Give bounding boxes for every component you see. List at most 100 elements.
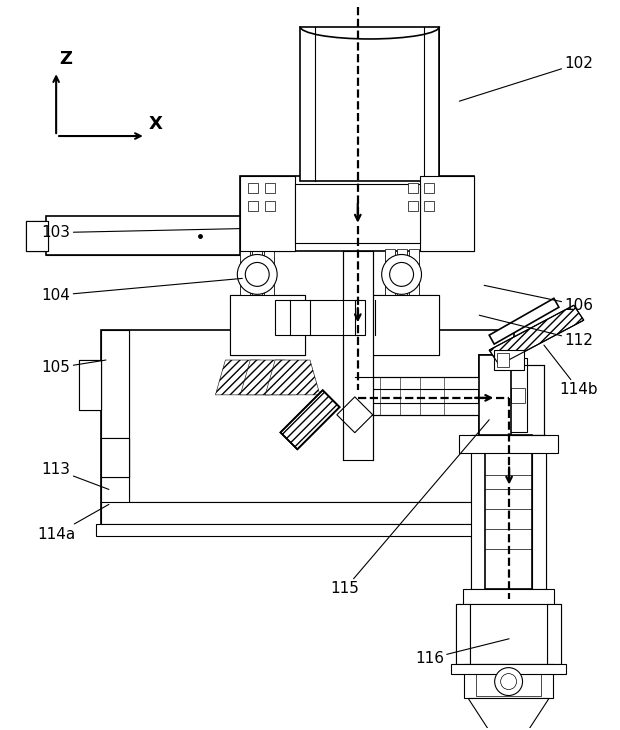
Text: 103: 103 [42,225,241,240]
Bar [355,377,483,389]
Bar [26,220,48,250]
Text: 105: 105 [42,360,106,375]
Bar [79,360,101,410]
Bar [532,434,546,589]
Bar [79,360,101,410]
Bar [420,176,474,250]
Bar [101,502,514,524]
Bar [409,248,419,300]
Bar [494,350,524,370]
Bar [509,365,544,434]
Bar [471,434,485,589]
Polygon shape [489,305,584,365]
Bar [420,176,474,250]
Bar [384,248,394,300]
Bar [275,300,365,335]
Text: 115: 115 [330,420,489,596]
Bar [407,201,417,211]
Bar [300,26,440,181]
Bar [509,358,527,431]
Bar [264,248,274,300]
Bar [295,184,420,242]
Circle shape [495,668,523,696]
Polygon shape [265,360,320,395]
Bar [241,176,474,250]
Bar [547,604,561,664]
Bar [101,438,129,477]
Bar [407,182,417,193]
Bar [397,248,407,300]
Bar [456,604,471,664]
Bar [479,355,511,434]
Bar [101,330,129,524]
Bar [532,434,546,589]
Bar [241,176,295,250]
Bar [355,403,483,415]
Text: 104: 104 [42,278,242,303]
Bar [464,664,553,699]
Bar [264,248,274,300]
Bar [511,388,525,403]
Bar [252,248,262,300]
Polygon shape [280,391,340,450]
Bar [476,666,541,696]
Text: 102: 102 [459,56,593,101]
Bar [231,296,305,355]
Polygon shape [489,299,559,344]
Bar [252,248,262,300]
Bar [248,182,259,193]
Circle shape [246,263,269,286]
Text: 114b: 114b [544,345,598,397]
Bar [241,248,250,300]
Circle shape [389,263,414,286]
Circle shape [500,674,516,690]
Text: 113: 113 [42,462,109,489]
Bar [397,248,407,300]
Text: X: X [149,115,162,133]
Text: 114a: 114a [37,504,109,542]
Bar [241,248,250,300]
Bar [365,296,440,355]
Text: Z: Z [59,50,72,69]
Bar [101,438,129,477]
Bar [485,434,532,589]
Text: 112: 112 [479,315,593,347]
Bar [26,220,48,250]
Bar [343,250,373,460]
Polygon shape [215,360,270,395]
Bar [300,26,440,181]
Bar [409,248,419,300]
Bar [26,220,48,250]
Bar [547,604,561,664]
Polygon shape [337,397,373,433]
Text: 116: 116 [415,639,509,666]
Bar [101,502,514,524]
Bar [231,296,305,355]
Bar [471,434,485,589]
Bar [459,434,558,453]
Circle shape [382,255,422,294]
Bar [463,589,554,604]
Bar [479,355,511,434]
Polygon shape [241,360,295,395]
Bar [456,604,471,664]
Bar [497,353,509,367]
Bar [248,201,259,211]
Bar [471,604,547,664]
Circle shape [237,255,277,294]
Bar [265,182,275,193]
Bar [451,664,566,674]
Bar [384,248,394,300]
Bar [96,524,519,537]
Text: 106: 106 [484,285,593,312]
Bar [46,215,241,256]
Bar [79,360,101,410]
Bar [365,296,440,355]
Bar [479,355,511,434]
Bar [265,201,275,211]
Bar [101,438,129,477]
Polygon shape [468,699,549,730]
Bar [241,176,295,250]
Bar [101,330,514,524]
Bar [46,215,241,256]
